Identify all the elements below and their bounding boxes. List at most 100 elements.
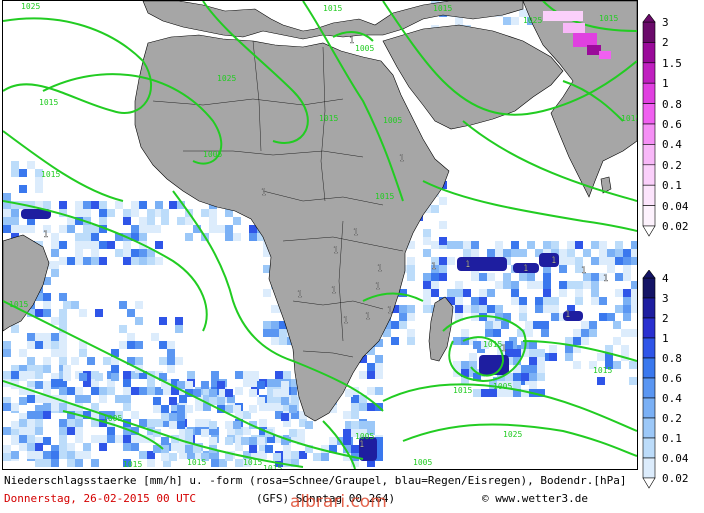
rain-cell: [503, 249, 511, 257]
rain-cell: [461, 361, 469, 369]
rain-cell: [243, 379, 251, 387]
rain-cell: [3, 193, 11, 201]
rain-cell: [249, 389, 257, 397]
rain-cell: [59, 395, 67, 403]
rain-cell: [607, 249, 615, 257]
rain-cell: [305, 421, 313, 429]
rain-cell: [297, 429, 305, 437]
rain-cell: [299, 451, 307, 459]
rain-cell: [455, 305, 463, 313]
rain-cell: [375, 339, 383, 347]
rain-cell: [455, 297, 463, 305]
legend-snow-swatch: [642, 82, 656, 104]
rain-cell: [631, 289, 637, 297]
rain-cell: [431, 281, 439, 289]
rain-cell: [123, 459, 131, 467]
rain-cell: [111, 357, 119, 365]
rain-cell: [283, 403, 291, 411]
isobar-label: 1015: [243, 458, 262, 467]
isobar-label: 1015: [319, 114, 338, 123]
rain-cell: [201, 381, 209, 389]
rain-cell: [43, 341, 51, 349]
isobar-label: 1015: [187, 458, 206, 467]
rain-cell: [167, 349, 175, 357]
legend-rain-label: 0.6: [662, 372, 682, 385]
rain-cell: [177, 201, 185, 209]
rain-cell: [493, 329, 501, 337]
rain-cell: [279, 321, 287, 329]
rain-cell: [209, 209, 217, 217]
rain-cell: [95, 373, 103, 381]
rain-cell: [275, 403, 283, 411]
rain-cell: [631, 249, 637, 257]
rain-cell: [107, 387, 115, 395]
rain-cell: [35, 365, 43, 373]
rain-cell: [407, 257, 415, 265]
rain-cell: [329, 445, 337, 453]
rain-cell: [119, 301, 127, 309]
rain-cell: [471, 297, 479, 305]
rain-cell: [123, 257, 131, 265]
rain-cell: [163, 387, 171, 395]
rain-cell: [423, 297, 431, 305]
rain-cell: [99, 387, 107, 395]
rain-cell: [155, 387, 163, 395]
rain-cell: [43, 277, 51, 285]
rain-cell: [263, 321, 271, 329]
rain-cell: [217, 225, 225, 233]
rain-cell: [19, 169, 27, 177]
rain-cell: [623, 297, 631, 305]
rain-cell: [631, 297, 637, 305]
rain-cell: [489, 381, 497, 389]
rain-cell: [51, 451, 59, 459]
rain-cell: [83, 225, 91, 233]
rain-cell: [423, 249, 431, 257]
rain-cell: [407, 313, 415, 321]
rain-cell: [171, 403, 179, 411]
rain-cell: [159, 317, 167, 325]
rain-cell: [243, 411, 251, 419]
watermark-text: albrari.com: [290, 492, 387, 512]
rain-cell: [43, 309, 51, 317]
rain-cell: [99, 419, 107, 427]
rain-cell: [123, 241, 131, 249]
rain-cell: [3, 371, 11, 379]
rain-cell: [177, 217, 185, 225]
rain-cell: [99, 257, 107, 265]
rain-cell: [367, 387, 375, 395]
rain-cell: [131, 387, 139, 395]
rain-cell: [177, 445, 185, 453]
rain-cell: [575, 281, 583, 289]
rain-cell: [375, 453, 383, 461]
rain-cell: [351, 429, 359, 437]
rain-cell: [127, 341, 135, 349]
precip-marker: 1: [603, 274, 608, 284]
rain-cell: [469, 353, 477, 361]
precip-marker: 1: [349, 36, 354, 46]
rain-cell: [271, 321, 279, 329]
rain-cell: [27, 309, 35, 317]
rain-cell: [131, 427, 139, 435]
rain-cell: [549, 345, 557, 353]
isobar-label: 1015: [323, 4, 342, 13]
rain-cell: [283, 443, 291, 451]
rain-cell: [107, 411, 115, 419]
rain-cell: [299, 411, 307, 419]
rain-cell: [75, 459, 83, 467]
rain-cell: [367, 421, 375, 429]
rain-core: [539, 253, 559, 267]
isobar-label: 1005: [383, 116, 402, 125]
rain-cell: [111, 373, 119, 381]
rain-cell: [407, 265, 415, 273]
legend-snow-label: 0.1: [662, 179, 682, 193]
rain-cell: [35, 437, 43, 445]
rain-cell: [139, 233, 147, 241]
legend-panel: 3 2 1.5 1 0.8 0.6 0.4 0.2 0.1 0.04 0.02 4 3 2 1 0.8 0.6…: [640, 0, 704, 513]
rain-cell: [513, 365, 521, 373]
rain-cell: [201, 209, 209, 217]
rain-cell: [399, 305, 407, 313]
rain-cell: [535, 305, 543, 313]
rain-cell: [265, 445, 273, 453]
rain-cell: [127, 309, 135, 317]
rain-cell: [423, 229, 431, 237]
